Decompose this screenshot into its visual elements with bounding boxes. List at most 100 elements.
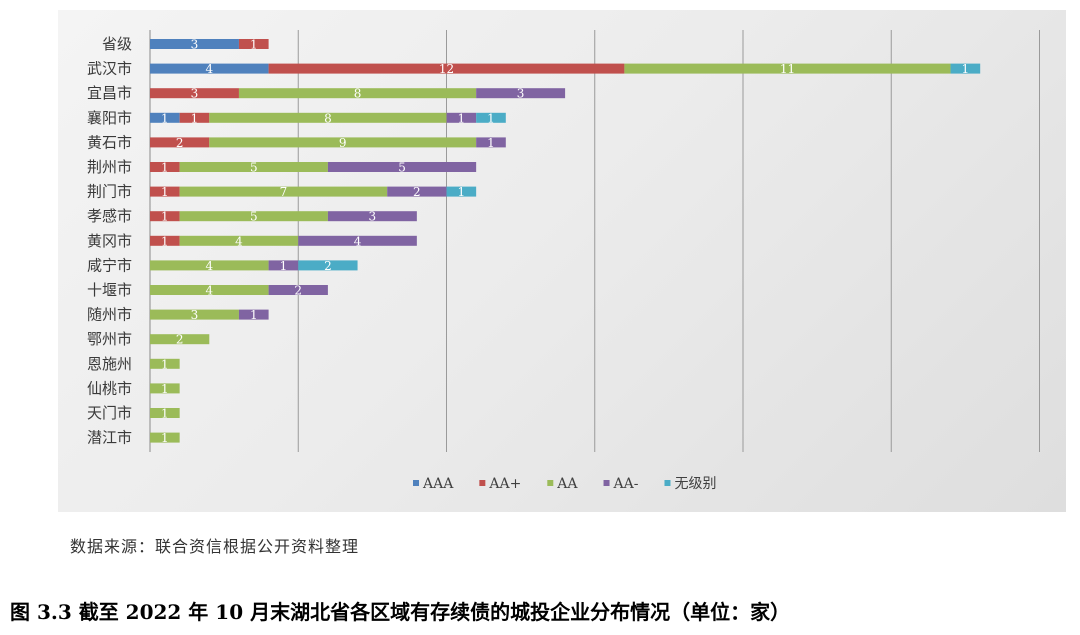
figure-caption: 图 3.3 截至 2022 年 10 月末湖北省各区域有存续债的城投企业分布情况… [10, 600, 791, 624]
data-label: 1 [487, 136, 495, 150]
category-label: 恩施州 [87, 355, 132, 373]
bar-segment [327, 162, 477, 172]
category-label: 黄石市 [87, 133, 132, 151]
data-label: 1 [191, 111, 199, 125]
data-label: 3 [517, 87, 525, 101]
data-label: 1 [161, 234, 169, 248]
legend-swatch [664, 480, 671, 486]
data-label: 1 [458, 185, 466, 199]
data-label: 1 [161, 407, 169, 421]
data-label: 1 [962, 62, 970, 76]
bar-segment [446, 186, 477, 197]
data-label: 2 [324, 259, 332, 273]
source-note: 数据来源：联合资信根据公开资料整理 [70, 537, 360, 556]
bar-segment [150, 383, 180, 394]
bar-segment [150, 432, 180, 443]
bar-segment [150, 358, 180, 369]
legend-label: AAA [422, 476, 454, 492]
data-label: 1 [161, 431, 169, 445]
bar-segment [150, 408, 180, 418]
data-label: 8 [324, 111, 332, 125]
bar-segment [150, 186, 180, 197]
legend-label: AA- [613, 476, 639, 492]
data-label: 9 [339, 136, 347, 150]
bar-segment [238, 39, 269, 49]
bar-segment [150, 211, 180, 222]
data-label: 1 [161, 357, 169, 371]
legend-label: AA [556, 476, 578, 492]
data-label: 1 [280, 259, 288, 273]
bar-segment [268, 260, 299, 271]
data-label: 4 [205, 62, 213, 76]
category-label: 十堰市 [87, 281, 132, 299]
bar-segment [150, 162, 180, 172]
data-label: 11 [780, 62, 795, 76]
bar-segment [209, 112, 447, 123]
data-label: 4 [354, 234, 362, 248]
category-label: 荆州市 [87, 158, 132, 176]
category-label: 省级 [102, 35, 132, 53]
data-label: 1 [250, 38, 258, 52]
bar-segment [179, 211, 328, 222]
data-label: 1 [161, 382, 169, 396]
bar-segment [298, 260, 358, 271]
data-label: 1 [458, 111, 466, 125]
bar-segment [238, 309, 269, 320]
data-label: 3 [191, 38, 199, 52]
bar-segment [150, 137, 210, 148]
bar-segment [150, 334, 210, 345]
legend-swatch [603, 480, 610, 486]
legend-label: AA+ [488, 476, 521, 492]
legend-swatch [413, 480, 419, 486]
data-label: 4 [235, 234, 243, 248]
bar-segment [179, 162, 328, 172]
bar-segment [150, 112, 180, 123]
bar-segment [950, 63, 981, 74]
data-label: 12 [439, 62, 454, 76]
data-label: 2 [176, 136, 184, 150]
bar-segment [624, 63, 951, 74]
category-label: 随州市 [87, 306, 132, 324]
data-label: 1 [161, 210, 169, 224]
category-label: 仙桃市 [87, 379, 132, 397]
data-label: 2 [413, 185, 421, 199]
bar-segment [150, 235, 180, 246]
data-label: 4 [205, 259, 213, 273]
bar-segment [268, 285, 328, 295]
data-label: 1 [487, 111, 495, 125]
data-label: 1 [250, 308, 258, 322]
bar-segment [476, 137, 506, 148]
bar-segment [476, 112, 506, 123]
bar-segment [476, 88, 566, 99]
bar-segment [150, 63, 269, 74]
bar-segment [298, 235, 417, 246]
legend-swatch [479, 480, 486, 486]
data-label: 5 [250, 210, 258, 224]
data-label: 2 [294, 284, 302, 298]
data-label: 8 [354, 87, 362, 101]
category-label: 荆门市 [87, 183, 132, 201]
data-label: 1 [161, 185, 169, 199]
category-label: 潜江市 [87, 429, 132, 447]
bar-segment [179, 186, 388, 197]
category-label: 天门市 [87, 404, 132, 422]
data-label: 1 [161, 161, 169, 175]
bar-segment [150, 39, 239, 49]
category-label: 鄂州市 [87, 330, 132, 348]
data-label: 3 [191, 308, 199, 322]
category-label: 宜昌市 [87, 84, 132, 102]
bar-segment [150, 285, 269, 295]
data-label: 3 [369, 210, 377, 224]
category-label: 黄冈市 [87, 232, 132, 250]
bar-segment [387, 186, 447, 197]
bar-segment [179, 235, 299, 246]
category-label: 孝感市 [87, 207, 132, 225]
bar-segment [150, 88, 239, 99]
category-label: 武汉市 [87, 60, 132, 78]
data-label: 7 [280, 185, 288, 199]
bar-segment [209, 137, 477, 148]
legend-swatch [547, 480, 554, 486]
bar-segment [268, 63, 625, 74]
category-label: 襄阳市 [87, 109, 132, 127]
